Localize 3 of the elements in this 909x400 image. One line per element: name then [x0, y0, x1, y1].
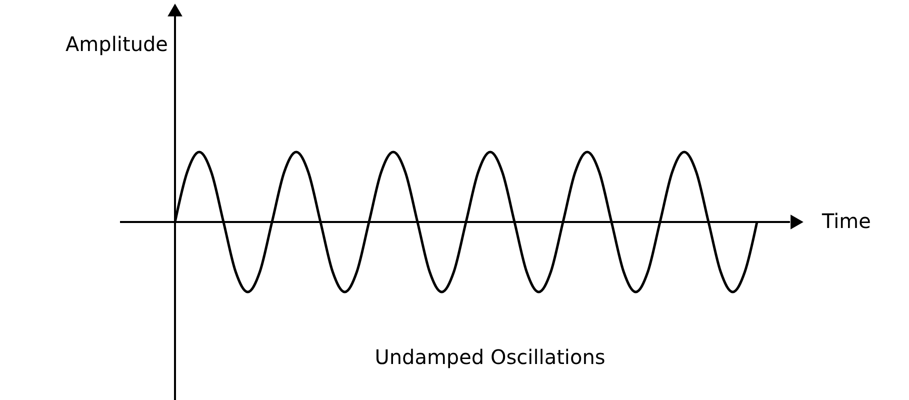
text: Undamped Oscillations: [374, 345, 606, 369]
x-axis-title: Time: [821, 209, 871, 233]
y-axis-title: Amplitude: [66, 32, 168, 56]
